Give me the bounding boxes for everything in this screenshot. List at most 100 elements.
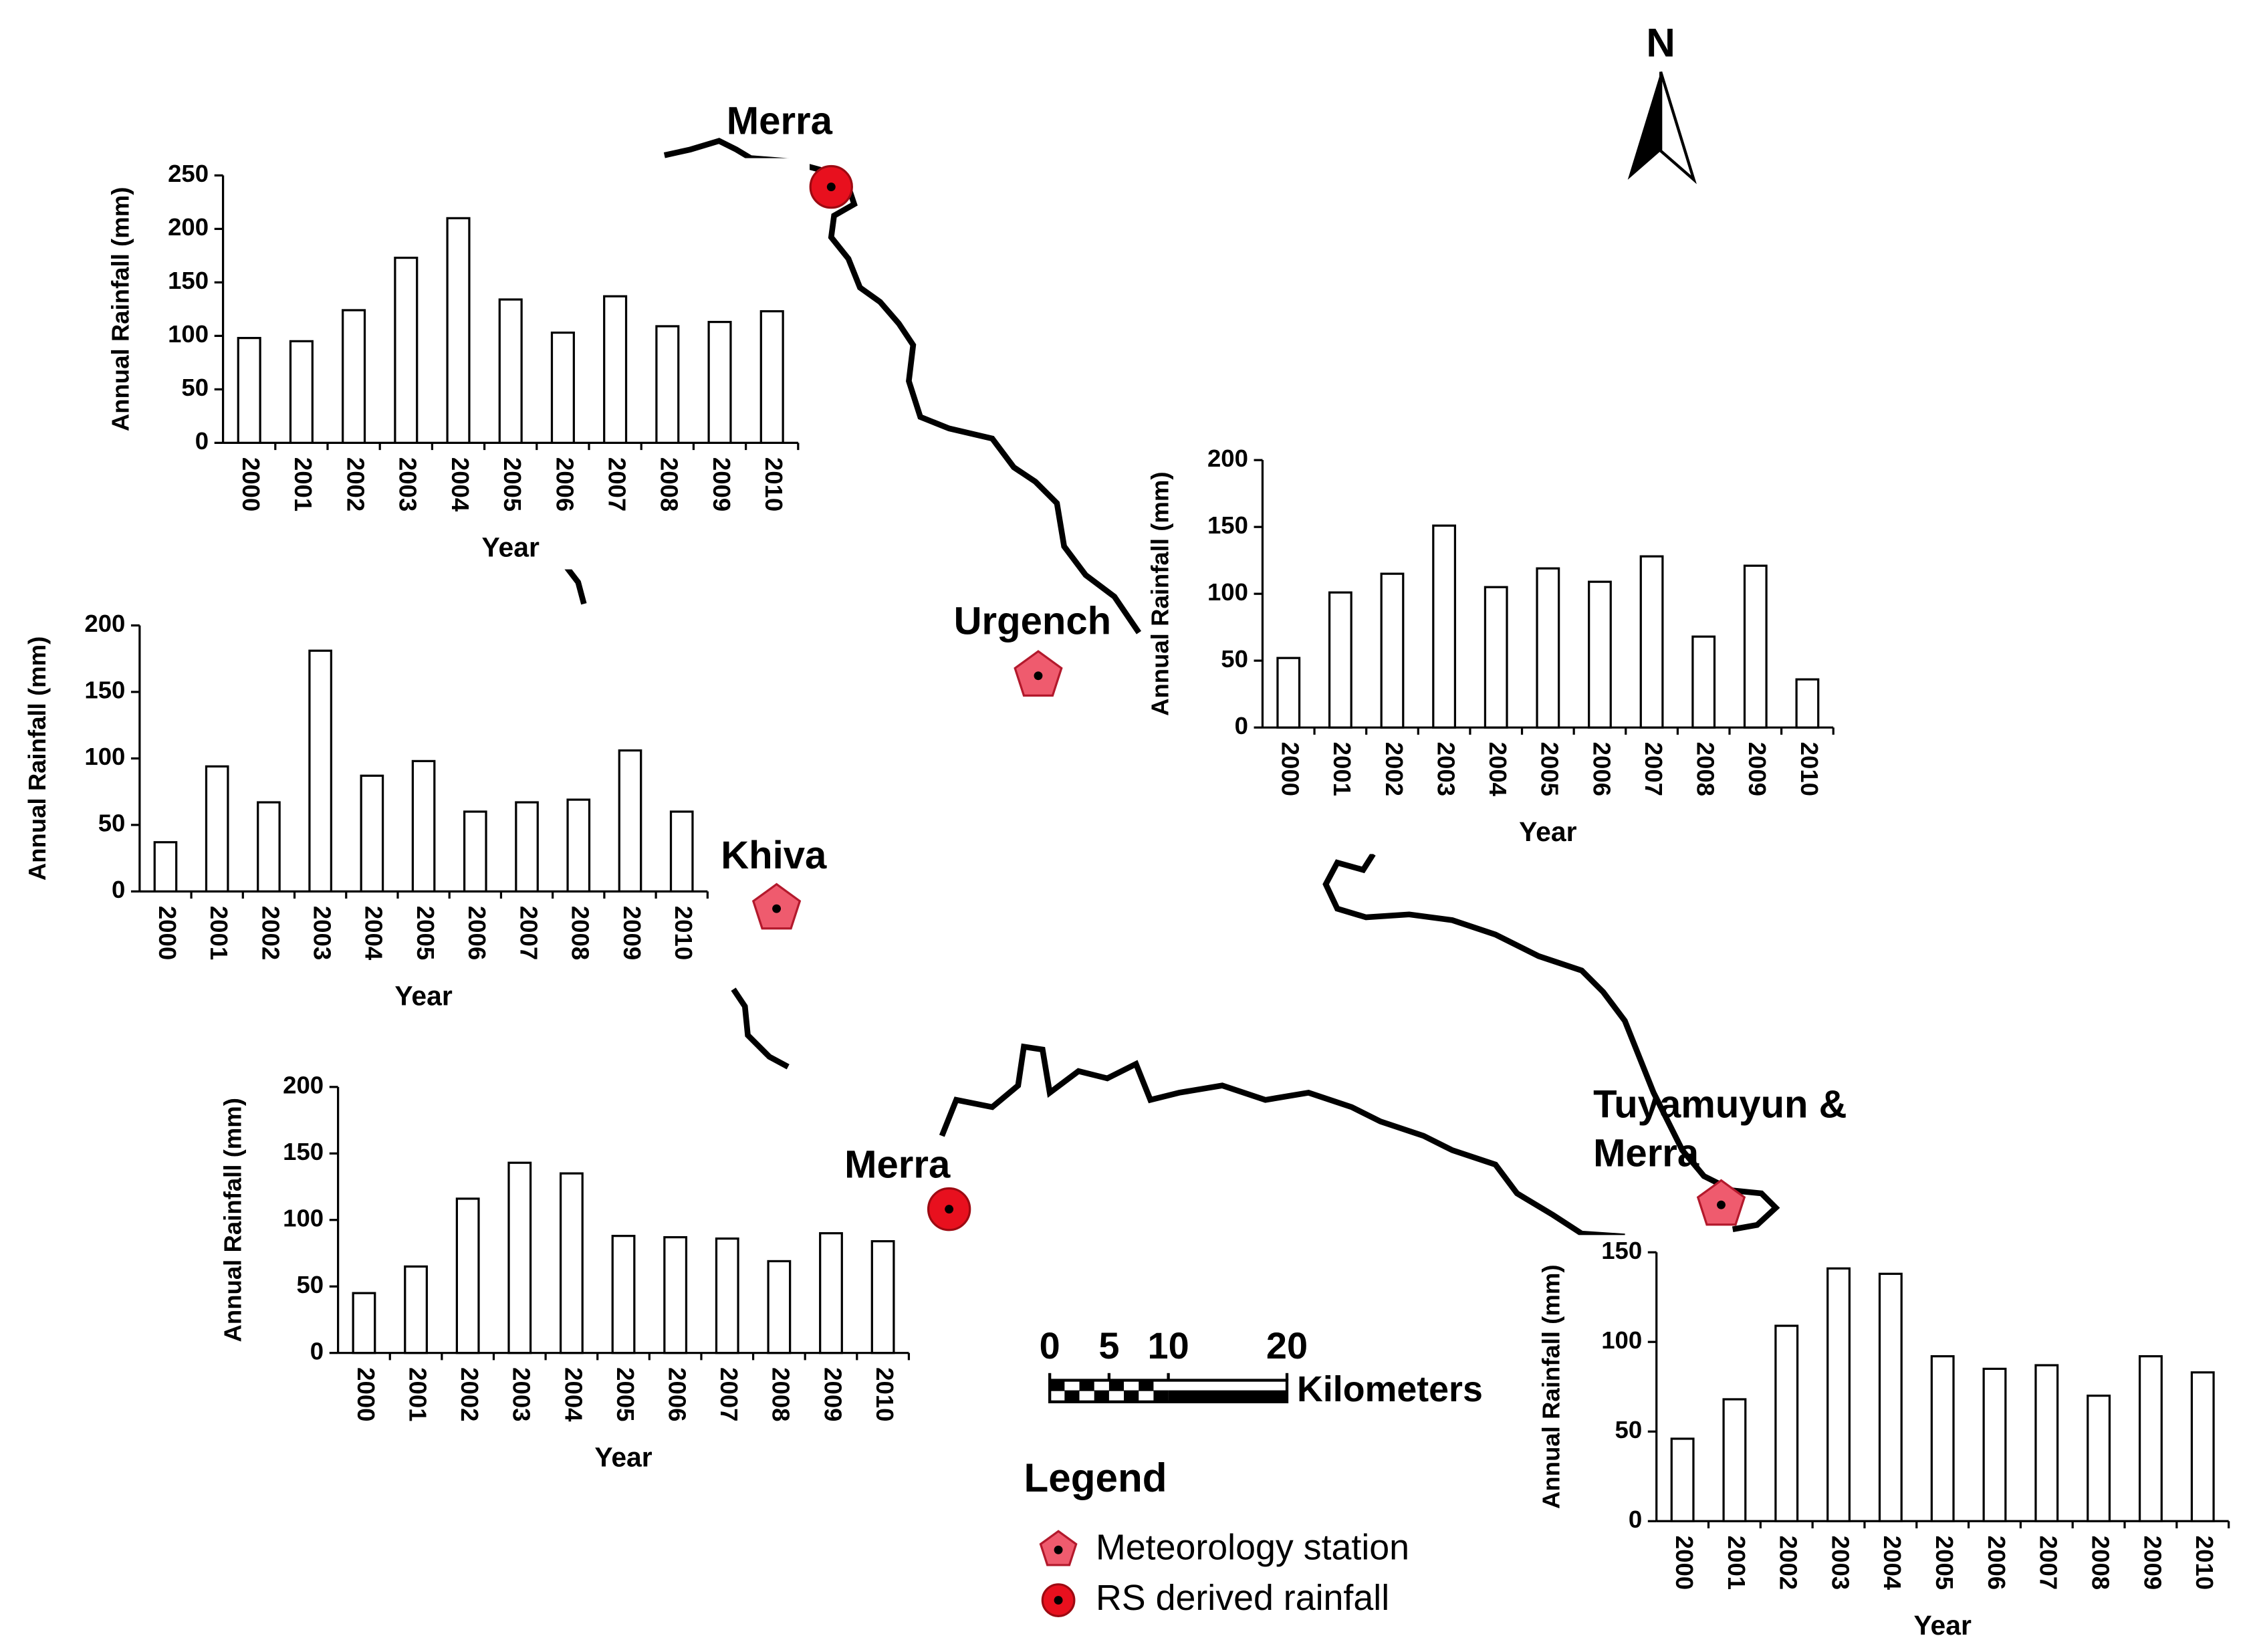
x-tick-label: 2006 — [1588, 742, 1615, 796]
x-tick-label: 2004 — [447, 457, 474, 512]
bar — [669, 810, 694, 893]
x-tick-label: 2001 — [404, 1367, 431, 1421]
y-tick-label: 150 — [1601, 1237, 1642, 1264]
bar — [411, 759, 436, 893]
scale-bar-segment — [1108, 1380, 1124, 1391]
station-dot — [1717, 1200, 1726, 1209]
bar — [1670, 1437, 1695, 1522]
station-label: Merra — [727, 99, 833, 142]
legend-item: Meteorology station — [1096, 1528, 1409, 1568]
y-tick-label: 50 — [1615, 1416, 1643, 1443]
bar — [870, 1240, 895, 1354]
x-tick-label: 2006 — [463, 906, 491, 960]
station-label: Urgench — [954, 600, 1111, 643]
bar — [360, 774, 384, 893]
bar — [507, 1161, 532, 1354]
bar — [1484, 586, 1508, 729]
bar — [1878, 1272, 1903, 1522]
bar-chart: 0 50 100 150 200 2000 2001 2002 2003 2004 2005 2006… — [1141, 443, 1845, 854]
y-tick-label: 200 — [168, 213, 209, 241]
y-tick-label: 150 — [84, 677, 125, 704]
x-tick-label: 2009 — [2139, 1536, 2166, 1590]
bar — [1930, 1355, 1955, 1522]
x-tick-label: 2008 — [2087, 1536, 2114, 1590]
y-tick-label: 100 — [168, 320, 209, 348]
y-axis-label: Annual Rainfall (mm) — [1147, 471, 1174, 716]
bar — [1982, 1367, 2007, 1522]
river-segment — [1322, 852, 1780, 1232]
station-dot — [1054, 1596, 1063, 1605]
x-tick-label: 2007 — [715, 1367, 743, 1421]
station-dot — [945, 1205, 954, 1214]
x-tick-label: 2002 — [257, 906, 284, 960]
bar — [308, 649, 332, 893]
x-tick-label: 2000 — [237, 457, 265, 511]
bar — [2034, 1364, 2059, 1522]
x-tick-label: 2008 — [1692, 742, 1720, 796]
x-tick-label: 2004 — [360, 906, 388, 961]
x-tick-label: 2009 — [819, 1367, 846, 1421]
y-tick-label: 150 — [283, 1138, 324, 1165]
y-tick-label: 100 — [283, 1204, 324, 1231]
bar — [1691, 635, 1716, 729]
x-tick-label: 2006 — [1983, 1536, 2010, 1590]
legend: Meteorology station RS derived rainfall — [1039, 1528, 1409, 1618]
bar — [1588, 580, 1612, 729]
x-axis-label: Year — [482, 532, 540, 562]
bar-chart: 0 50 100 150 200 2000 2001 2002 2003 2004 2005 2006… — [19, 608, 719, 1018]
y-tick-label: 150 — [168, 267, 209, 294]
x-tick-label: 2002 — [456, 1367, 483, 1421]
x-axis-label: Year — [1913, 1610, 1971, 1641]
bar — [2190, 1371, 2215, 1522]
y-tick-label: 0 — [310, 1337, 324, 1365]
scale-bar-segment — [1064, 1390, 1080, 1401]
bar — [1795, 678, 1820, 729]
x-axis-label: Year — [1519, 816, 1576, 847]
y-tick-label: 150 — [1207, 511, 1248, 539]
x-tick-label: 2010 — [760, 457, 788, 511]
x-axis-label: Year — [394, 980, 452, 1011]
y-axis-label: Annual Rainfall (mm) — [107, 187, 134, 432]
y-tick-label: 200 — [1207, 445, 1248, 472]
bar-chart: 0 50 100 150 200 250 2000 2001 2002 2003 2004 2005 2… — [102, 158, 810, 570]
scale-bar-segment — [1050, 1380, 1065, 1391]
x-tick-label: 2001 — [1328, 742, 1356, 796]
bar — [767, 1260, 792, 1354]
bar — [404, 1265, 428, 1354]
x-tick-label: 2005 — [612, 1367, 639, 1421]
y-tick-label: 100 — [84, 743, 125, 770]
bar-chart: 0 50 100 150 2000 2001 2002 2003 2004 2005 2006 200… — [1532, 1235, 2240, 1648]
bar — [498, 298, 523, 444]
bar — [1380, 572, 1405, 729]
bar — [759, 310, 784, 444]
station-dot — [772, 904, 782, 913]
scale-bar-segment — [1168, 1390, 1288, 1402]
x-tick-label: 2010 — [670, 906, 697, 960]
scale-tick-label: 20 — [1266, 1324, 1308, 1367]
x-tick-label: 2005 — [1931, 1536, 1958, 1590]
y-tick-label: 0 — [195, 427, 209, 455]
bar — [455, 1197, 480, 1354]
x-tick-label: 2010 — [1796, 742, 1823, 796]
station: Merra — [844, 1143, 971, 1231]
y-tick-label: 50 — [98, 810, 126, 837]
x-tick-label: 2006 — [663, 1367, 691, 1421]
y-tick-label: 200 — [84, 610, 125, 637]
x-tick-label: 2001 — [205, 906, 233, 960]
x-tick-label: 2000 — [154, 906, 181, 960]
station-label: Khiva — [721, 834, 827, 877]
x-tick-label: 2007 — [515, 906, 542, 960]
x-tick-label: 2008 — [567, 906, 594, 960]
bar — [394, 256, 419, 444]
y-tick-label: 50 — [1221, 645, 1248, 673]
y-tick-label: 50 — [181, 374, 209, 401]
station: Urgench — [954, 600, 1111, 697]
x-tick-label: 2004 — [1879, 1536, 1906, 1590]
y-axis-label: Annual Rainfall (mm) — [1538, 1264, 1565, 1509]
x-axis-label: Year — [594, 1442, 652, 1473]
bar — [1328, 591, 1352, 729]
bar — [611, 1235, 636, 1354]
bar — [550, 331, 575, 444]
